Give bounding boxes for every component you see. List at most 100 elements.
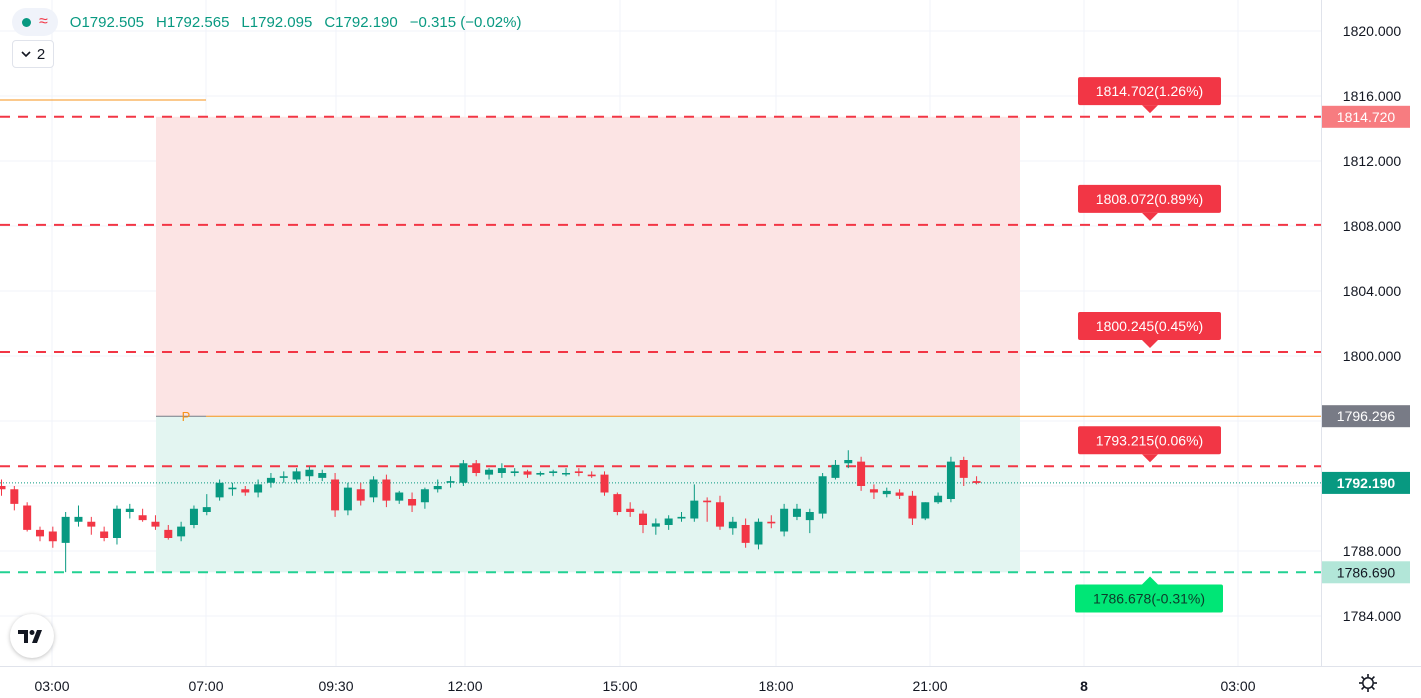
stop-level-label[interactable]: 1814.702(1.26%) [1078, 77, 1221, 114]
candle-body [895, 492, 904, 496]
level-label-box [1075, 584, 1223, 613]
candle-body [356, 489, 365, 501]
candle-body [61, 516, 70, 543]
level-label-pointer [1142, 340, 1158, 349]
ohlc-legend: ≈ O1792.505 H1792.565 L1792.095 C1792.19… [12, 8, 521, 36]
level-label-text: 1793.215(0.06%) [1096, 432, 1203, 448]
candle-body [908, 495, 917, 519]
level-label-text: 1814.702(1.26%) [1096, 83, 1203, 99]
candle-body [767, 521, 776, 524]
candle-body [292, 471, 301, 480]
candle-body [215, 482, 224, 498]
candle-body [549, 471, 558, 473]
indicator-collapse-button[interactable]: 2 [12, 40, 54, 68]
candle-body [741, 525, 750, 543]
stop-level-label[interactable]: 1800.245(0.45%) [1078, 312, 1221, 349]
candle-body [151, 521, 160, 527]
level-label-text: 1786.678(-0.31%) [1093, 590, 1205, 606]
candle-body [446, 481, 455, 483]
candle-body [882, 490, 891, 495]
time-tick-label: 21:00 [912, 678, 947, 694]
candle-body [35, 529, 44, 537]
candle-body [574, 471, 583, 473]
time-tick-label: 09:30 [318, 678, 353, 694]
candle-body [651, 523, 660, 527]
candle-body [844, 460, 853, 464]
current-price-marker: 1792.190 [1337, 475, 1396, 491]
level-label-box [1078, 184, 1221, 213]
time-tick-label: 18:00 [758, 678, 793, 694]
time-tick-label: 8 [1080, 678, 1088, 694]
entry-marker-label: P [182, 409, 191, 424]
candle-body [10, 489, 19, 504]
candle-body [331, 479, 340, 511]
candle-body [510, 471, 519, 473]
candle-body [369, 479, 378, 498]
candle-body [100, 531, 109, 538]
candle-body [857, 461, 866, 486]
price-tick-label: 1816.000 [1343, 88, 1402, 104]
candle-body [343, 487, 352, 511]
candle-body [703, 500, 712, 503]
price-tick-label: 1808.000 [1343, 218, 1402, 234]
entry-price-marker-box [1322, 405, 1410, 428]
time-tick-label: 12:00 [447, 678, 482, 694]
candle-body [562, 473, 571, 475]
candle-body [780, 508, 789, 532]
candle-body [831, 464, 840, 478]
stop-level-label[interactable]: 1808.072(0.89%) [1078, 184, 1221, 221]
candle-body [266, 477, 275, 483]
legend-controls[interactable]: ≈ [12, 8, 58, 36]
price-tick-label: 1800.000 [1343, 348, 1402, 364]
candle-body [972, 481, 981, 483]
level-label-box [1078, 312, 1221, 341]
candle-body [177, 526, 186, 537]
level-label-pointer [1142, 576, 1158, 585]
stop-price-marker: 1814.720 [1337, 109, 1396, 125]
candle-body [138, 515, 147, 521]
target-price-marker-box [1322, 561, 1410, 584]
time-tick-label: 15:00 [602, 678, 637, 694]
candle-body [395, 492, 404, 501]
price-tick-label: 1812.000 [1343, 153, 1402, 169]
legend-open: O1792.505 [69, 13, 145, 31]
legend-close: C1792.190 [324, 13, 398, 31]
candle-body [87, 521, 96, 527]
target-level-label[interactable]: 1786.678(-0.31%) [1075, 576, 1223, 613]
candle-body [74, 516, 83, 522]
gear-icon[interactable] [1358, 673, 1378, 693]
candle-body [241, 489, 250, 493]
candle-body [254, 484, 263, 493]
take-profit-zone [156, 416, 1020, 573]
time-tick-label: 03:00 [1220, 678, 1255, 694]
candle-body [754, 521, 763, 545]
level-label-pointer [1142, 454, 1158, 463]
candle-body [626, 508, 635, 512]
dot-icon[interactable] [22, 17, 31, 27]
chevron-down-icon [21, 51, 31, 58]
price-tick-label: 1788.000 [1343, 543, 1402, 559]
candle-body [497, 468, 506, 473]
candle-body [485, 469, 494, 475]
indicator-count: 2 [36, 45, 46, 63]
stop-price-marker-box [1322, 105, 1410, 128]
level-label-box [1078, 426, 1221, 455]
level-label-pointer [1142, 212, 1158, 221]
stop-level-label[interactable]: 1793.215(0.06%) [1078, 426, 1221, 463]
candle-body [677, 516, 686, 519]
candle-body [934, 495, 943, 503]
candle-body [613, 494, 622, 512]
candle-body [23, 505, 32, 530]
time-tick-label: 07:00 [188, 678, 223, 694]
wave-icon[interactable]: ≈ [39, 13, 48, 30]
candle-body [818, 476, 827, 514]
level-label-pointer [1142, 105, 1158, 114]
candle-body [202, 507, 211, 512]
candle-body [125, 508, 134, 512]
candle-body [0, 486, 6, 490]
candle-body [805, 512, 814, 521]
candle-body [536, 473, 545, 475]
candle-body [164, 529, 173, 538]
tradingview-logo[interactable] [10, 614, 54, 658]
